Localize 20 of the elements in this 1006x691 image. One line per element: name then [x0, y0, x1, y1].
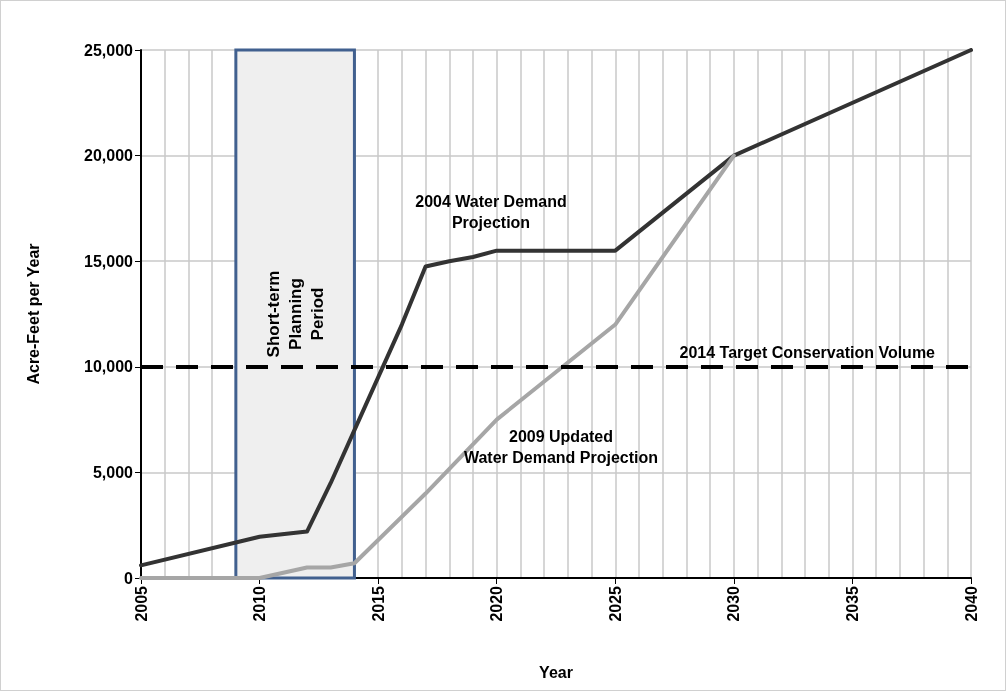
annotation: 2009 Updated Water Demand Projection [463, 428, 659, 466]
x-tick-label: 2030 [725, 585, 743, 622]
y-axis-title: Acre-Feet per Year [24, 243, 42, 385]
x-tick-label: 2020 [488, 585, 506, 622]
x-tick-label: 2015 [369, 585, 387, 622]
y-tick-label: 15,000 [84, 252, 134, 270]
x-tick-label: 2025 [606, 585, 624, 622]
ref-line-label: 2014 Target Conservation Volume [679, 344, 936, 362]
y-tick-label: 25,000 [84, 41, 134, 59]
y-tick-label: 10,000 [84, 358, 134, 376]
annotation: 2004 Water Demand Projection [415, 193, 567, 231]
x-tick-label: 2005 [132, 585, 150, 622]
x-axis-title: Year [539, 663, 573, 681]
x-tick-label: 2040 [962, 585, 980, 622]
y-tick-label: 20,000 [84, 147, 134, 165]
band-label: Short-term Planning Period [263, 270, 327, 358]
x-tick-label: 2035 [843, 585, 861, 622]
y-tick-label: 5,000 [92, 463, 134, 481]
x-tick-label: 2010 [251, 585, 269, 622]
y-tick-label: 0 [124, 569, 134, 587]
